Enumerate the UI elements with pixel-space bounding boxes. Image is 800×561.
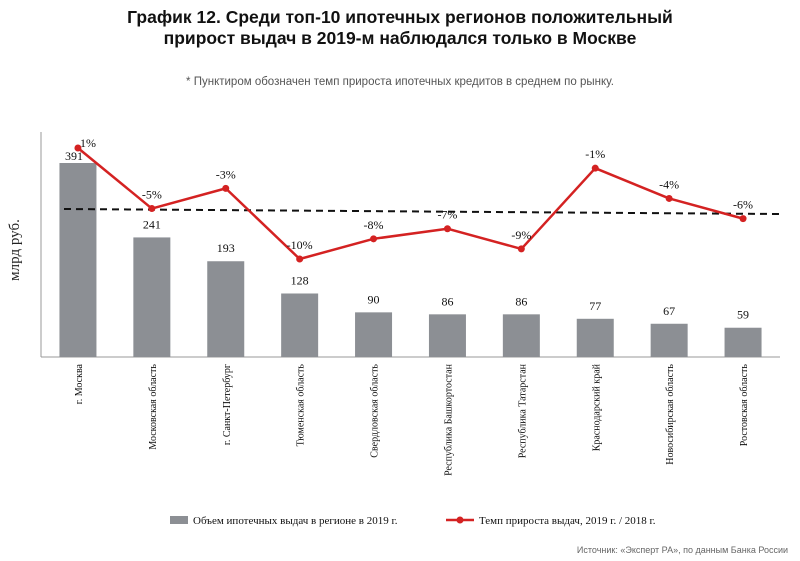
bar <box>650 323 688 357</box>
growth-point <box>148 205 156 213</box>
bar-value-label: 241 <box>143 217 161 231</box>
bar-value-label: 77 <box>589 299 601 313</box>
growth-value-label: -8% <box>364 218 384 232</box>
growth-value-label: -1% <box>585 147 605 161</box>
growth-value-label: 1% <box>80 136 96 150</box>
legend-line-label: Темп прироста выдач, 2019 г. / 2018 г. <box>479 515 656 527</box>
growth-value-label: -9% <box>511 228 531 242</box>
growth-value-label: -4% <box>659 177 679 191</box>
chart-title-line2: прирост выдач в 2019-м наблюдался только… <box>163 28 637 48</box>
bar-value-label: 128 <box>291 273 309 287</box>
source-note: Источник: «Эксперт РА», по данным Банка … <box>576 545 788 555</box>
bar <box>133 237 171 357</box>
growth-value-label: -3% <box>216 167 236 181</box>
bar-value-label: 90 <box>368 292 380 306</box>
x-tick-label: Краснодарский край <box>591 363 602 451</box>
x-tick-label: г. Москва <box>74 363 85 404</box>
bar-value-label: 391 <box>65 149 83 163</box>
bar <box>281 293 319 357</box>
bar <box>576 318 614 357</box>
growth-point <box>591 164 599 172</box>
x-tick-label: Новосибирская область <box>665 364 676 465</box>
growth-point <box>443 225 451 233</box>
x-tick-label: Ростовская область <box>739 364 750 447</box>
bar-value-label: 193 <box>217 241 235 255</box>
bar <box>59 163 97 357</box>
x-tick-label: Московская область <box>148 364 159 450</box>
x-tick-label: г. Санкт-Петербург <box>222 364 233 445</box>
growth-value-label: -5% <box>142 188 162 202</box>
bar <box>502 314 540 357</box>
average-growth-line <box>63 208 781 215</box>
chart-title: График 12. Среди топ-10 ипотечных регион… <box>0 7 800 49</box>
x-tick-label: Республика Татарстан <box>517 363 528 458</box>
growth-value-label: -7% <box>437 208 457 222</box>
growth-point <box>665 194 673 202</box>
growth-point <box>517 245 525 253</box>
legend-line-marker <box>456 516 464 524</box>
chart-title-line1: График 12. Среди топ-10 ипотечных регион… <box>127 7 673 27</box>
bar-value-label: 67 <box>663 304 675 318</box>
bar <box>724 327 762 357</box>
growth-point <box>296 255 304 263</box>
growth-point <box>74 144 82 152</box>
bar <box>207 261 245 357</box>
growth-point <box>222 184 230 192</box>
growth-point <box>370 235 378 243</box>
bar <box>355 312 393 357</box>
bar-value-label: 86 <box>441 294 453 308</box>
growth-value-label: -6% <box>733 198 753 212</box>
y-axis-label: млрд руб. <box>7 219 23 281</box>
growth-point <box>739 215 747 223</box>
bar-value-label: 86 <box>515 294 527 308</box>
legend-bar-swatch <box>170 516 188 524</box>
growth-value-label: -10% <box>287 238 313 252</box>
growth-series-line <box>77 147 744 261</box>
bar-value-label: 59 <box>737 308 749 322</box>
x-tick-label: Республика Башкортостан <box>443 363 454 476</box>
x-tick-label: Свердловская область <box>370 364 381 458</box>
chart-note: * Пунктиром обозначен темп прироста ипот… <box>186 76 614 88</box>
bar <box>428 314 466 357</box>
legend-bar-label: Объем ипотечных выдач в регионе в 2019 г… <box>193 515 398 527</box>
x-tick-label: Тюменская область <box>296 364 307 447</box>
